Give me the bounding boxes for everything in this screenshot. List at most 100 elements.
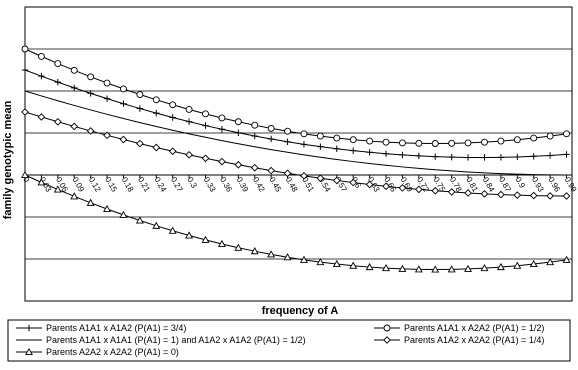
- point: [398, 139, 406, 147]
- point: [447, 188, 456, 196]
- legend-marker: [25, 347, 33, 356]
- legend-label: Parents A2A2 x A2A2 (P(A1) = 0): [46, 347, 179, 357]
- point: [37, 178, 46, 186]
- point: [431, 186, 440, 195]
- point: [546, 152, 554, 159]
- point: [201, 235, 210, 243]
- point: [284, 138, 291, 145]
- point: [152, 221, 161, 229]
- point: [366, 149, 373, 156]
- point: [530, 134, 538, 142]
- point: [432, 153, 439, 160]
- point: [529, 191, 538, 200]
- point: [332, 259, 341, 268]
- point: [480, 264, 489, 272]
- point: [316, 174, 325, 183]
- point: [497, 190, 505, 199]
- point: [529, 259, 538, 268]
- point: [497, 154, 505, 161]
- point: [563, 130, 570, 138]
- point: [119, 135, 128, 144]
- point: [399, 151, 406, 159]
- point: [464, 154, 472, 161]
- point: [202, 122, 209, 129]
- point: [251, 121, 259, 129]
- point: [513, 261, 522, 269]
- point: [562, 255, 571, 263]
- point: [448, 139, 456, 147]
- point: [53, 185, 62, 193]
- point: [414, 265, 423, 273]
- point: [546, 257, 555, 266]
- point: [464, 139, 472, 147]
- point: [546, 132, 554, 140]
- point: [480, 190, 489, 198]
- point: [530, 153, 537, 160]
- point: [398, 184, 407, 192]
- point: [54, 78, 62, 86]
- point: [464, 264, 473, 272]
- point: [398, 264, 407, 272]
- point: [218, 126, 226, 133]
- point: [514, 153, 521, 161]
- point: [21, 66, 29, 74]
- point: [513, 136, 521, 144]
- point: [317, 143, 324, 150]
- point: [54, 60, 62, 67]
- point: [120, 85, 127, 93]
- point: [497, 137, 505, 145]
- point: [202, 110, 209, 118]
- point: [185, 106, 193, 113]
- point: [185, 118, 193, 125]
- point: [415, 139, 423, 147]
- point: [136, 105, 144, 112]
- point: [333, 134, 341, 142]
- point: [71, 84, 78, 92]
- point: [37, 52, 45, 60]
- point: [267, 166, 275, 175]
- series-line: [24, 174, 567, 271]
- point: [103, 204, 112, 213]
- point: [332, 176, 341, 185]
- legend-marker: [383, 324, 391, 332]
- point: [38, 72, 45, 80]
- point: [481, 154, 488, 161]
- point: [366, 137, 374, 145]
- point: [382, 138, 390, 146]
- point: [136, 91, 144, 98]
- point: [448, 153, 455, 161]
- point: [562, 192, 571, 200]
- point: [267, 250, 276, 258]
- point: [546, 192, 554, 200]
- point: [283, 169, 292, 178]
- point: [365, 262, 374, 271]
- point: [481, 138, 488, 146]
- point: [86, 127, 95, 135]
- point: [234, 243, 243, 251]
- point: [103, 95, 111, 102]
- point: [300, 141, 308, 148]
- point: [300, 130, 308, 138]
- series-line: [24, 48, 567, 145]
- point: [283, 253, 292, 261]
- point: [169, 101, 177, 109]
- point: [431, 265, 440, 273]
- point: [217, 239, 226, 247]
- point: [21, 108, 29, 116]
- point: [415, 185, 423, 194]
- point: [267, 135, 275, 143]
- point: [333, 145, 340, 152]
- point: [185, 231, 194, 239]
- point: [382, 182, 390, 191]
- point: [70, 66, 78, 74]
- point: [21, 45, 29, 53]
- point: [201, 154, 210, 163]
- point: [316, 132, 324, 140]
- point: [447, 265, 456, 273]
- y-axis-title: family genotypic mean: [2, 100, 14, 219]
- point: [218, 157, 226, 166]
- point: [267, 124, 275, 132]
- point: [349, 136, 357, 144]
- point: [316, 257, 325, 266]
